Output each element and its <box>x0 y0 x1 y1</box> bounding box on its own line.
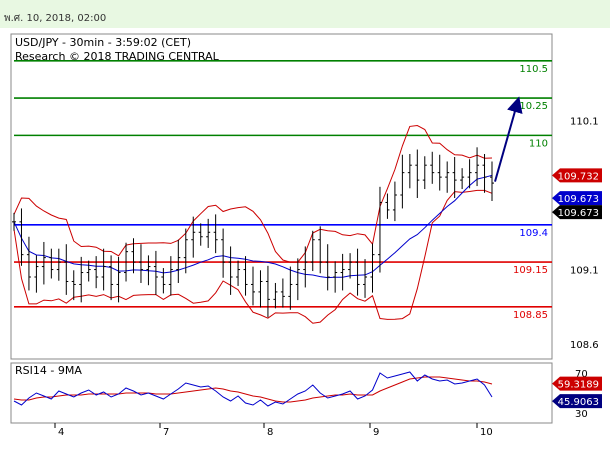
price-badge-label-0: 109.732 <box>558 171 599 182</box>
x-tick-label-4: 10 <box>480 427 493 438</box>
price-badge-2 <box>552 205 602 220</box>
rsi-y-tick-label-1: 70 <box>575 369 588 380</box>
x-axis: 4 7 8 9 10 <box>54 423 493 438</box>
price-badge-1 <box>552 191 602 206</box>
rsi-plot <box>13 371 493 407</box>
rsi-title: RSI14 - 9MA <box>15 364 82 377</box>
x-tick-label-0: 4 <box>58 427 64 438</box>
level-label-0: 110.5 <box>519 64 548 75</box>
price-badge-label-1: 109.673 <box>558 194 599 205</box>
rsi-badge-0 <box>552 376 602 391</box>
level-label-4: 109.15 <box>513 265 548 276</box>
rsi-line <box>13 371 493 407</box>
rsi-y-tick-label-0: 30 <box>575 409 588 420</box>
chart-subtitle: Research © 2018 TRADING CENTRAL <box>15 50 220 63</box>
level-label-3: 109.4 <box>519 228 548 239</box>
rsi-ma-line <box>13 376 493 403</box>
price-badge-0 <box>552 168 602 183</box>
level-label-5: 108.85 <box>513 310 548 321</box>
y-tick-label-1: 109.1 <box>570 266 599 277</box>
moving-average <box>13 174 493 279</box>
price-plot: 110.5 110.25 110 109.4 109.15 108.85 <box>12 60 552 324</box>
rsi-badge-1 <box>552 394 602 409</box>
y-tick-label-0: 108.6 <box>570 340 599 351</box>
x-tick-label-3: 9 <box>373 427 379 438</box>
rsi-panel-frame <box>10 362 553 424</box>
chart-title: USD/JPY - 30min - 3:59:02 (CET) <box>15 36 191 49</box>
y-tick-label-2: 110.1 <box>570 116 599 127</box>
header-bar: พ.ศ. 10, 2018, 02:00 <box>0 0 610 28</box>
rsi-badge-label-0: 59.3189 <box>558 380 599 391</box>
x-tick-label-1: 7 <box>163 427 169 438</box>
y-axis: 108.6 109.1 110.1 30 70 109.732 109.673 109.673… <box>552 116 602 420</box>
timestamp: พ.ศ. 10, 2018, 02:00 <box>4 13 107 24</box>
x-tick-label-2: 8 <box>267 427 273 438</box>
bollinger-lower <box>13 189 493 324</box>
level-label-2: 110 <box>529 138 548 149</box>
price-badge-label-2: 109.673 <box>558 208 599 219</box>
rsi-badge-label-1: 45.9063 <box>558 397 599 408</box>
level-label-1: 110.25 <box>513 101 548 112</box>
price-panel-frame <box>10 33 553 360</box>
forecast-arrow <box>494 96 523 182</box>
bollinger-upper <box>13 124 493 263</box>
